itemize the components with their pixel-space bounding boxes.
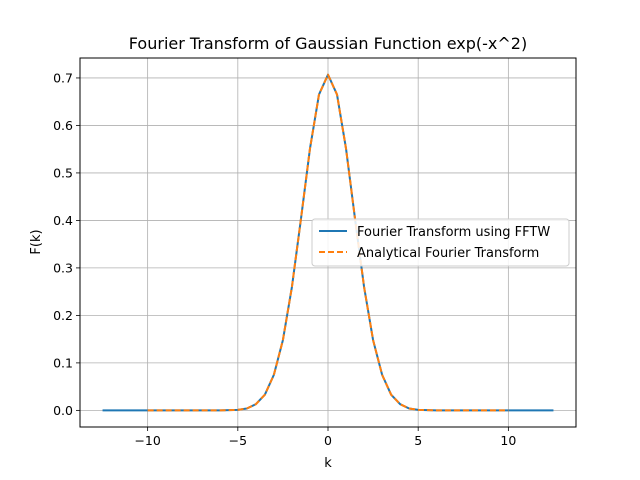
y-tick-label: 0.5 [53, 165, 73, 180]
legend: Fourier Transform using FFTW Analytical … [311, 218, 570, 267]
x-tick-label: −10 [134, 433, 160, 448]
y-tick-label: 0.3 [53, 260, 73, 275]
y-tick-label: 0.7 [53, 70, 73, 85]
x-tick-label: −5 [229, 433, 247, 448]
x-tick-label: 0 [324, 433, 332, 448]
legend-label-fftw: Fourier Transform using FFTW [357, 225, 550, 240]
legend-box [311, 218, 570, 267]
y-tick-label: 0.6 [53, 118, 73, 133]
series-line-analytical [147, 73, 509, 412]
x-tick-label: 10 [500, 433, 516, 448]
legend-label-analytical: Analytical Fourier Transform [357, 246, 539, 261]
axis-ticks: −10 −5 0 5 10 0.0 0.1 0.2 0.3 0.4 0.5 0.6 0.7 [53, 70, 516, 448]
plot-lines [102, 73, 554, 412]
y-tick-label: 0.4 [53, 213, 73, 228]
y-tick-label: 0.1 [53, 355, 73, 370]
chart-title: Fourier Transform of Gaussian Function e… [129, 34, 527, 53]
y-axis-label: F(k) [29, 229, 44, 254]
x-tick-label: 5 [414, 433, 422, 448]
x-axis-label: k [324, 456, 332, 471]
y-tick-label: 0.2 [53, 308, 73, 323]
y-tick-label: 0.0 [53, 403, 73, 418]
